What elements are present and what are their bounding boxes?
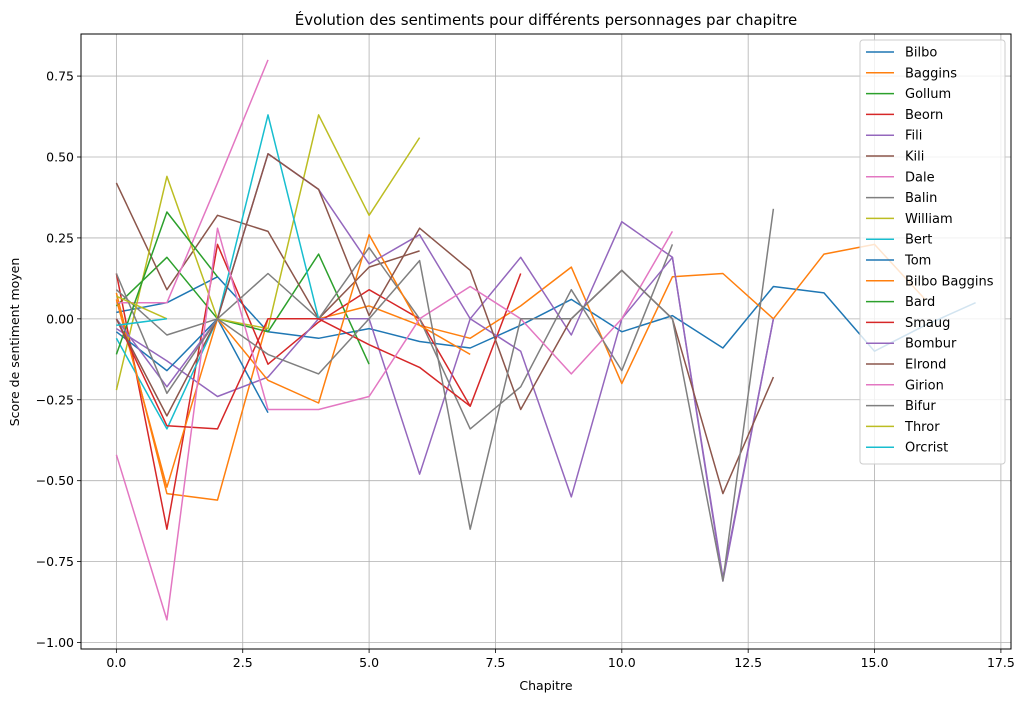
chart-title: Évolution des sentiments pour différents… [295, 10, 798, 29]
legend-label-beorn: Beorn [905, 108, 943, 123]
legend-box [859, 39, 1006, 465]
y-tick-label: −1.00 [36, 635, 74, 650]
legend-label-tom: Tom [904, 254, 931, 269]
x-tick-label: 10.0 [608, 655, 636, 670]
legend-label-thror: Thror [904, 420, 940, 435]
y-axis-title: Score de sentiment moyen [7, 258, 22, 427]
series-line-bilbo-baggins [115, 233, 471, 488]
legend-label-orcrist: Orcrist [905, 441, 948, 456]
legend-label-gollum: Gollum [905, 87, 951, 102]
legend: Bilbo Baggins Gollum Beorn Fili Kili Dale Balin… [859, 39, 1006, 465]
x-tick-label: 2.5 [233, 655, 253, 670]
x-tick-label: 15.0 [861, 655, 889, 670]
series-line-william [115, 114, 421, 391]
legend-label-fili: Fili [905, 129, 922, 144]
series-line-gollum [115, 253, 370, 365]
plot-area-frame [80, 33, 1012, 650]
series-line-beorn [115, 243, 522, 530]
legend-label-girion: Girion [905, 378, 944, 393]
legend-label-william: William [905, 212, 953, 227]
x-tick-label: 7.5 [486, 655, 506, 670]
series-line-bilbo [116, 276, 976, 352]
y-axis-ticks: −1.00 −0.75 −0.50 −0.25 0.00 0.25 0.50 0.75 [36, 69, 81, 650]
series-line-girion [115, 227, 674, 621]
legend-label-bifur: Bifur [905, 399, 936, 414]
y-tick-label: 0.75 [46, 69, 74, 84]
legend-label-balin: Balin [905, 191, 937, 206]
series-line-bard [115, 211, 219, 355]
legend-label-kili: Kili [905, 150, 924, 165]
legend-label-bard: Bard [905, 295, 935, 310]
x-tick-label: 17.5 [987, 655, 1015, 670]
series-line-balin [115, 244, 674, 430]
series-line-bifur [115, 208, 775, 582]
series-line-dale [116, 59, 269, 304]
series-line-smaug [115, 318, 471, 430]
y-tick-label: −0.75 [36, 554, 74, 569]
y-tick-label: 0.25 [46, 230, 74, 245]
legend-label-baggins: Baggins [905, 66, 957, 81]
y-tick-label: 0.50 [46, 150, 74, 165]
y-tick-label: −0.50 [36, 473, 74, 488]
series-line-thror [116, 295, 168, 320]
series-lines [115, 59, 976, 621]
legend-label-smaug: Smaug [905, 316, 950, 331]
series-line-tom [115, 318, 269, 414]
series-line-baggins [115, 243, 926, 501]
x-axis-title: Chapitre [519, 678, 572, 693]
legend-label-bert: Bert [905, 233, 932, 248]
series-line-kili [115, 182, 420, 320]
legend-label-dale: Dale [905, 170, 935, 185]
legend-label-bombur: Bombur [905, 337, 957, 352]
legend-label-bilbo: Bilbo [905, 46, 937, 61]
x-tick-label: 12.5 [734, 655, 762, 670]
x-tick-label: 0.0 [106, 655, 126, 670]
x-axis-ticks: 0.0 2.5 5.0 7.5 10.0 12.5 15.0 17.5 [106, 649, 1015, 670]
legend-label-elrond: Elrond [905, 358, 946, 373]
legend-label-bilbo-baggins: Bilbo Baggins [905, 274, 994, 289]
y-tick-label: 0.00 [46, 311, 74, 326]
series-line-orcrist [116, 318, 167, 327]
y-tick-label: −0.25 [36, 392, 74, 407]
x-tick-label: 5.0 [359, 655, 379, 670]
